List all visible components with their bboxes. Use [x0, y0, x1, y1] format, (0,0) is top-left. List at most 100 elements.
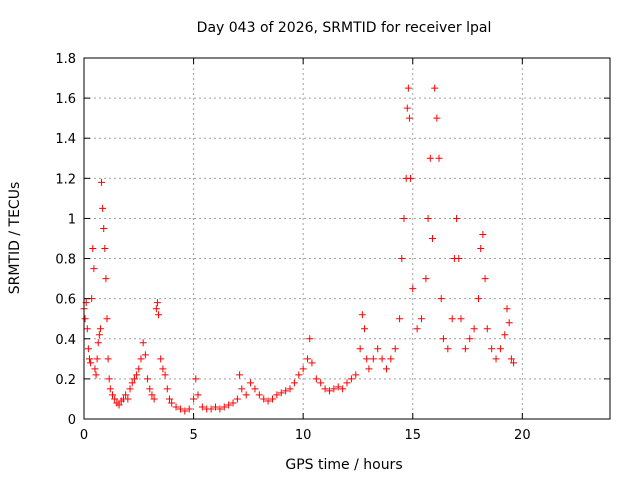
- data-point: [378, 355, 386, 363]
- data-point: [185, 405, 193, 413]
- data-point: [155, 311, 163, 319]
- data-point: [126, 385, 134, 393]
- data-point: [133, 371, 141, 379]
- grid-lines: [84, 58, 610, 419]
- y-tick-label: 1.6: [55, 92, 76, 107]
- data-point: [369, 355, 377, 363]
- data-point: [268, 395, 276, 403]
- data-point: [286, 385, 294, 393]
- data-point: [299, 365, 307, 373]
- plot-frame: [83, 57, 611, 420]
- data-point: [101, 245, 109, 253]
- data-point: [106, 385, 114, 393]
- data-point: [413, 325, 421, 333]
- data-point: [92, 371, 100, 379]
- data-point: [347, 375, 355, 383]
- data-point: [137, 355, 145, 363]
- data-point: [382, 365, 390, 373]
- y-tick-label: 1: [68, 212, 76, 227]
- data-point: [334, 383, 342, 391]
- data-point: [102, 275, 110, 283]
- data-point: [503, 305, 511, 313]
- data-point: [161, 371, 169, 379]
- data-point: [153, 299, 161, 307]
- data-point: [165, 395, 173, 403]
- data-point: [343, 379, 351, 387]
- data-point: [339, 385, 347, 393]
- data-point: [98, 178, 106, 186]
- data-point: [405, 114, 413, 122]
- data-point: [81, 315, 89, 323]
- data-point: [290, 379, 298, 387]
- data-point: [99, 204, 107, 212]
- data-point: [424, 214, 432, 222]
- data-point: [90, 265, 98, 273]
- y-tick-label: 0.6: [55, 293, 76, 308]
- data-point: [470, 325, 478, 333]
- y-tick-label: 1.8: [55, 52, 76, 67]
- data-point: [510, 359, 518, 367]
- data-point: [190, 395, 198, 403]
- data-point: [229, 399, 237, 407]
- data-point: [108, 391, 116, 399]
- data-point: [277, 389, 285, 397]
- data-point: [477, 245, 485, 253]
- data-point: [363, 355, 371, 363]
- y-tick-label: 0.2: [55, 373, 76, 388]
- data-point: [404, 84, 412, 92]
- y-tick-label: 1.4: [55, 132, 76, 147]
- data-point: [225, 401, 233, 409]
- data-point: [321, 385, 329, 393]
- data-point: [391, 345, 399, 353]
- data-point: [282, 387, 290, 395]
- data-point: [251, 385, 259, 393]
- data-point: [181, 407, 189, 415]
- data-point: [172, 403, 180, 411]
- data-point: [233, 395, 241, 403]
- data-point: [255, 391, 263, 399]
- data-point: [398, 255, 406, 263]
- data-point: [306, 335, 314, 343]
- y-axis-label: SRMTID / TECUs: [7, 182, 23, 295]
- data-point: [148, 391, 156, 399]
- data-point: [89, 245, 97, 253]
- data-point: [146, 385, 154, 393]
- data-point: [317, 379, 325, 387]
- y-tick-label: 0.8: [55, 253, 76, 268]
- data-point: [361, 325, 369, 333]
- data-point: [94, 339, 102, 347]
- data-point: [192, 375, 200, 383]
- data-point: [448, 315, 456, 323]
- data-point: [96, 325, 104, 333]
- data-point: [387, 355, 395, 363]
- data-points: [80, 84, 518, 415]
- data-point: [95, 331, 103, 339]
- data-point: [115, 401, 123, 409]
- x-tick-label: 10: [295, 428, 312, 443]
- data-point: [83, 325, 91, 333]
- data-point: [207, 405, 215, 413]
- data-point: [356, 345, 364, 353]
- data-point: [330, 385, 338, 393]
- data-point: [87, 359, 95, 367]
- data-point: [152, 305, 160, 313]
- data-point: [488, 345, 496, 353]
- x-axis-label: GPS time / hours: [285, 457, 402, 473]
- data-point: [437, 295, 445, 303]
- data-point: [194, 391, 202, 399]
- y-tick-label: 1.2: [55, 172, 76, 187]
- x-tick-label: 5: [189, 428, 197, 443]
- data-point: [260, 395, 268, 403]
- data-point: [507, 355, 515, 363]
- x-tick-label: 0: [80, 428, 88, 443]
- data-point: [93, 355, 101, 363]
- x-tick-label: 15: [404, 428, 421, 443]
- data-point: [212, 403, 219, 411]
- data-point: [501, 331, 509, 339]
- data-point: [422, 275, 430, 283]
- data-point: [352, 371, 360, 379]
- data-point: [435, 154, 443, 162]
- data-point: [312, 375, 320, 383]
- x-tick-label: 20: [514, 428, 531, 443]
